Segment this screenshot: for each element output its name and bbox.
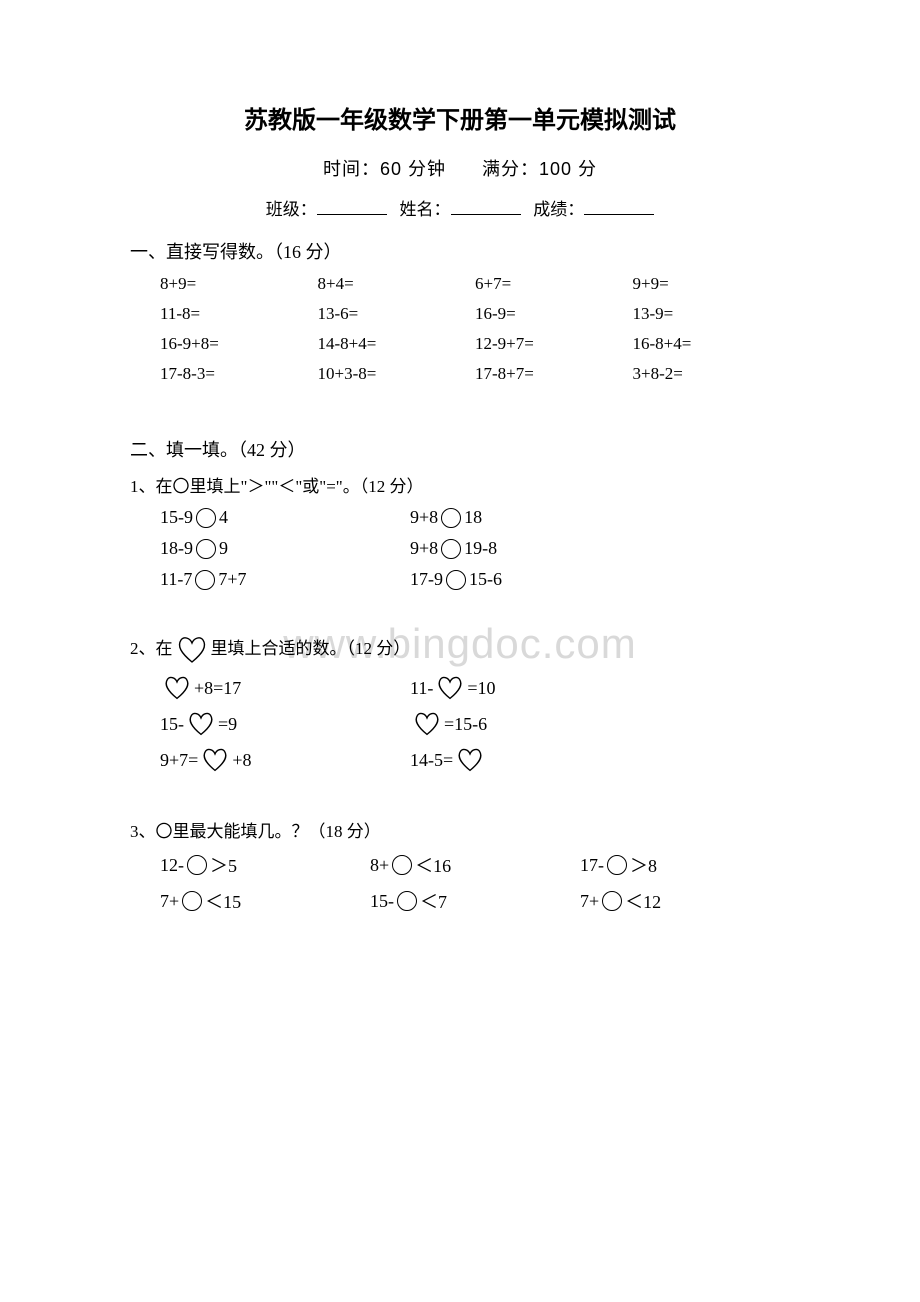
heart-icon — [162, 675, 192, 701]
circle-icon — [602, 891, 622, 911]
compare-item: 15-94 — [160, 507, 410, 528]
calc-item: 6+7= — [475, 274, 633, 294]
compare-item: 11-77+7 — [160, 569, 410, 590]
name-label: 姓名： — [400, 200, 451, 219]
section2-head: 二、填一填。（42 分） — [130, 436, 790, 462]
circle-icon — [187, 855, 207, 875]
q2-head-post: 里填上合适的数。（12 分） — [211, 639, 411, 658]
heart-icon — [200, 747, 230, 773]
calc-item: 16-9+8= — [160, 334, 318, 354]
calc-item: 8+4= — [318, 274, 476, 294]
q1-head: 1、在〇里填上"＞""＜"或"="。（12 分） — [130, 472, 790, 497]
circle-icon — [441, 539, 461, 559]
heart-item: +8=17 — [160, 675, 410, 701]
circle-icon — [607, 855, 627, 875]
circle-icon — [392, 855, 412, 875]
calc-item: 10+3-8= — [318, 364, 476, 384]
circle-icon — [196, 508, 216, 528]
calc-item: 14-8+4= — [318, 334, 476, 354]
section1-head: 一、直接写得数。（16 分） — [130, 238, 790, 264]
heart-item: 11-=10 — [410, 675, 660, 701]
circle-icon — [441, 508, 461, 528]
heart-icon — [175, 635, 209, 665]
class-blank — [317, 198, 387, 215]
max-item: 7+＜15 — [160, 888, 370, 914]
calc-item: 13-9= — [633, 304, 791, 324]
fullscore-label: 满分：100 分 — [482, 159, 597, 179]
calc-item: 8+9= — [160, 274, 318, 294]
circle-icon — [182, 891, 202, 911]
max-item: 15-＜7 — [370, 888, 580, 914]
calc-item: 16-8+4= — [633, 334, 791, 354]
heart-icon — [455, 747, 485, 773]
max-item: 7+＜12 — [580, 888, 790, 914]
heart-item: =15-6 — [410, 711, 660, 737]
class-label: 班级： — [266, 200, 317, 219]
circle-icon — [196, 539, 216, 559]
max-item: 12-＞5 — [160, 852, 370, 878]
page-title: 苏教版一年级数学下册第一单元模拟测试 — [130, 100, 790, 135]
name-blank — [451, 198, 521, 215]
q3-head: 3、〇里最大能填几。？（18 分） — [130, 817, 790, 842]
section1-grid: 8+9=8+4=6+7=9+9= 11-8=13-6=16-9=13-9= 16-9… — [160, 274, 790, 384]
subtitle: 时间：60 分钟 满分：100 分 — [130, 155, 790, 181]
compare-item: 9+818 — [410, 507, 660, 528]
calc-item: 3+8-2= — [633, 364, 791, 384]
heart-icon — [186, 711, 216, 737]
calc-item: 12-9+7= — [475, 334, 633, 354]
calc-item: 11-8= — [160, 304, 318, 324]
time-label: 时间：60 分钟 — [323, 159, 446, 179]
circle-icon — [195, 570, 215, 590]
max-item: 8+＜16 — [370, 852, 580, 878]
compare-item: 17-915-6 — [410, 569, 660, 590]
calc-item: 9+9= — [633, 274, 791, 294]
heart-item: 9+7=+8 — [160, 747, 410, 773]
heart-item: 14-5= — [410, 747, 660, 773]
q2-head-pre: 2、在 — [130, 639, 173, 658]
score-label: 成绩： — [533, 200, 584, 219]
info-line: 班级： 姓名： 成绩： — [130, 195, 790, 220]
max-item: 17-＞8 — [580, 852, 790, 878]
calc-item: 16-9= — [475, 304, 633, 324]
q1-rows: 15-949+81818-999+819-811-77+717-915-6 — [160, 507, 790, 590]
calc-item: 17-8+7= — [475, 364, 633, 384]
heart-icon — [435, 675, 465, 701]
compare-item: 9+819-8 — [410, 538, 660, 559]
heart-item: 15-=9 — [160, 711, 410, 737]
circle-icon — [446, 570, 466, 590]
q2-head: 2、在 里填上合适的数。（12 分） — [130, 634, 790, 665]
heart-icon — [412, 711, 442, 737]
q3-rows: 12-＞58+＜1617-＞8 7+＜1515-＜77+＜12 — [160, 852, 790, 914]
q2-rows: +8=1711-=1015-=9=15-69+7=+814-5= — [160, 675, 790, 773]
circle-icon — [397, 891, 417, 911]
compare-item: 18-99 — [160, 538, 410, 559]
score-blank — [584, 198, 654, 215]
calc-item: 17-8-3= — [160, 364, 318, 384]
calc-item: 13-6= — [318, 304, 476, 324]
